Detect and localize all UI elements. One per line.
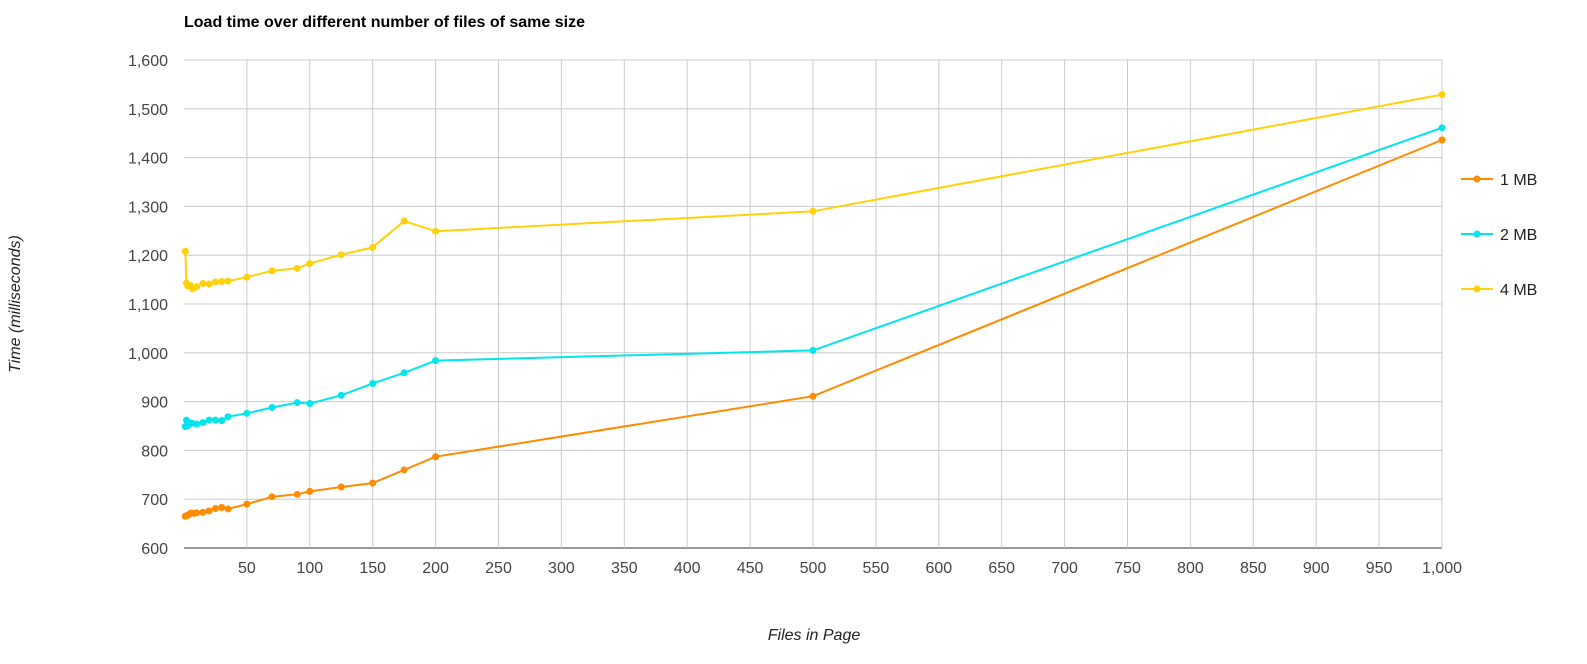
data-point: [369, 380, 377, 388]
data-point: [199, 419, 207, 427]
x-tick-label: 550: [863, 560, 890, 577]
x-tick-label: 100: [296, 560, 323, 577]
data-point: [432, 357, 440, 365]
y-tick-label: 900: [141, 395, 168, 412]
x-tick-label: 750: [1114, 560, 1141, 577]
data-point: [193, 509, 201, 517]
data-point: [243, 500, 251, 508]
data-point: [193, 420, 201, 428]
data-point: [224, 277, 232, 285]
data-point: [205, 507, 213, 515]
legend-label: 1 MB: [1500, 172, 1537, 189]
y-tick-label: 1,100: [128, 297, 168, 314]
data-point: [293, 399, 301, 407]
data-point: [369, 479, 377, 487]
x-tick-label: 850: [1240, 560, 1267, 577]
x-axis-label: Files in Page: [767, 627, 861, 644]
data-point: [243, 273, 251, 281]
data-point: [181, 247, 189, 255]
data-point: [224, 505, 232, 513]
y-axis-label: Time (milliseconds): [7, 235, 24, 373]
data-point: [224, 413, 232, 421]
data-point: [432, 453, 440, 461]
y-tick-label: 800: [141, 443, 168, 460]
data-point: [369, 243, 377, 251]
x-tick-label: 600: [925, 560, 952, 577]
data-point: [432, 227, 440, 235]
x-tick-label: 400: [674, 560, 701, 577]
x-tick-label: 350: [611, 560, 638, 577]
x-tick-label: 250: [485, 560, 512, 577]
data-point: [809, 392, 817, 400]
data-point: [1438, 91, 1446, 99]
data-point: [218, 417, 226, 425]
data-point: [400, 217, 408, 225]
data-point: [268, 267, 276, 275]
data-point: [293, 490, 301, 498]
legend-marker: [1473, 230, 1481, 238]
chart-title: Load time over different number of files…: [184, 14, 585, 31]
y-tick-label: 1,500: [128, 102, 168, 119]
data-point: [293, 264, 301, 272]
x-tick-label: 900: [1303, 560, 1330, 577]
data-point: [193, 283, 201, 291]
data-point: [211, 278, 219, 286]
legend-label: 4 MB: [1500, 282, 1537, 299]
data-point: [211, 504, 219, 512]
data-point: [1438, 136, 1446, 144]
x-tick-label: 50: [238, 560, 256, 577]
data-point: [809, 346, 817, 354]
data-point: [1438, 124, 1446, 132]
data-point: [306, 487, 314, 495]
legend-label: 2 MB: [1500, 227, 1537, 244]
data-point: [337, 483, 345, 491]
x-tick-label: 800: [1177, 560, 1204, 577]
data-point: [306, 259, 314, 267]
x-tick-label: 950: [1366, 560, 1393, 577]
y-tick-label: 1,400: [128, 151, 168, 168]
y-tick-label: 1,600: [128, 53, 168, 70]
legend-marker: [1473, 175, 1481, 183]
data-point: [268, 493, 276, 501]
data-point: [199, 280, 207, 288]
data-point: [337, 391, 345, 399]
x-tick-label: 700: [1051, 560, 1078, 577]
data-point: [205, 280, 213, 288]
data-point: [809, 207, 817, 215]
x-tick-label: 300: [548, 560, 575, 577]
legend-marker: [1473, 285, 1481, 293]
data-point: [218, 278, 226, 286]
data-point: [337, 251, 345, 259]
x-tick-label: 650: [988, 560, 1015, 577]
y-tick-label: 1,000: [128, 346, 168, 363]
y-tick-label: 600: [141, 541, 168, 558]
y-tick-label: 700: [141, 492, 168, 509]
data-point: [400, 466, 408, 474]
data-point: [306, 400, 314, 408]
data-point: [199, 508, 207, 516]
x-tick-label: 150: [359, 560, 386, 577]
x-tick-label: 1,000: [1422, 560, 1462, 577]
x-tick-label: 200: [422, 560, 449, 577]
y-tick-label: 1,300: [128, 199, 168, 216]
data-point: [268, 403, 276, 411]
data-point: [243, 409, 251, 417]
data-point: [205, 416, 213, 424]
x-tick-label: 450: [737, 560, 764, 577]
data-point: [400, 369, 408, 377]
data-point: [218, 503, 226, 511]
x-tick-label: 500: [800, 560, 827, 577]
y-tick-label: 1,200: [128, 248, 168, 265]
data-point: [211, 416, 219, 424]
